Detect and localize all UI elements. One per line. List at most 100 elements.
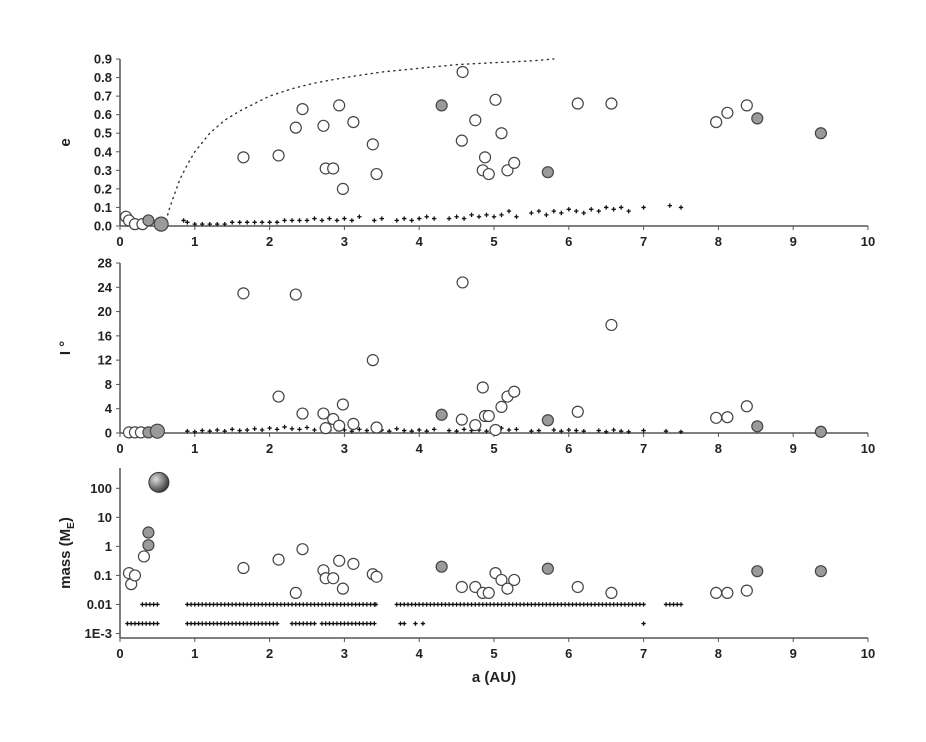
planetesimal-point bbox=[360, 621, 366, 626]
y-axis-label: e bbox=[57, 138, 74, 146]
x-tick-label: 1 bbox=[191, 646, 198, 661]
planetesimal-point bbox=[304, 218, 310, 223]
planetesimal-point bbox=[454, 214, 459, 219]
planetesimal-point bbox=[267, 621, 272, 626]
embryo-open-circle bbox=[469, 114, 482, 127]
planetesimal-point bbox=[559, 602, 564, 607]
planetesimal-point bbox=[289, 621, 295, 626]
planetesimal-point bbox=[626, 429, 631, 434]
planetesimal-point bbox=[259, 602, 265, 607]
planetesimal-point bbox=[196, 621, 201, 626]
planetesimal-point bbox=[402, 602, 407, 607]
embryo-open-circle bbox=[740, 99, 753, 112]
x-tick-label: 7 bbox=[640, 441, 647, 456]
planetesimal-point bbox=[248, 602, 254, 607]
y-axis-label: mass (ME) bbox=[57, 517, 77, 589]
embryo-open-circle bbox=[237, 561, 250, 575]
x-tick-label: 9 bbox=[790, 646, 797, 661]
planetesimal-point bbox=[450, 602, 456, 607]
planetesimal-point bbox=[226, 602, 231, 607]
y-tick-label: 100 bbox=[90, 481, 112, 496]
planetesimal-point bbox=[589, 602, 594, 607]
planetesimal-point bbox=[678, 429, 684, 434]
boundary-curve bbox=[164, 58, 555, 227]
planetesimal-point bbox=[203, 602, 209, 607]
planetesimal-point bbox=[136, 621, 141, 626]
embryo-open-circle bbox=[128, 569, 142, 582]
planetesimal-point bbox=[334, 602, 340, 607]
planetesimal-point bbox=[357, 602, 362, 607]
planetesimal-point bbox=[192, 221, 197, 227]
x-tick-label: 9 bbox=[790, 441, 797, 456]
embryo-filled-circle bbox=[153, 216, 169, 232]
embryo-open-circle bbox=[605, 318, 618, 332]
embryo-open-circle bbox=[501, 582, 514, 595]
planetesimal-point bbox=[289, 218, 295, 223]
planetesimal-point bbox=[244, 602, 250, 607]
planetesimal-point bbox=[263, 602, 269, 607]
planetesimal-point bbox=[151, 602, 156, 607]
x-tick-label: 8 bbox=[715, 441, 722, 456]
planetesimal-point bbox=[626, 602, 631, 607]
planetesimal-point bbox=[215, 427, 220, 433]
planetesimal-point bbox=[424, 214, 429, 219]
planetesimal-point bbox=[143, 621, 149, 626]
embryo-filled-circle bbox=[541, 166, 554, 179]
planetesimal-point bbox=[581, 428, 586, 434]
planetesimal-point bbox=[667, 203, 672, 208]
planetesimal-point bbox=[151, 621, 156, 626]
embryo-open-circle bbox=[333, 99, 346, 112]
planetesimal-point bbox=[252, 602, 257, 607]
planetesimal-point bbox=[248, 621, 254, 626]
planetesimal-point bbox=[514, 214, 519, 219]
embryo-open-circle bbox=[289, 288, 302, 301]
planetesimal-point bbox=[192, 602, 197, 607]
planetesimal-point bbox=[622, 602, 628, 607]
embryo-open-circle bbox=[482, 586, 495, 600]
planetesimal-point bbox=[301, 602, 306, 607]
planetesimal-point bbox=[293, 602, 298, 607]
planetesimal-point bbox=[349, 218, 355, 223]
planetesimal-point bbox=[495, 602, 500, 607]
planetesimal-point bbox=[222, 428, 227, 434]
embryo-open-circle bbox=[137, 550, 151, 563]
planetesimal-point bbox=[319, 602, 325, 607]
planetesimal-point bbox=[207, 428, 212, 434]
y-axis-label-subscript: E bbox=[66, 522, 77, 529]
planetesimal-point bbox=[402, 216, 407, 221]
embryo-open-circle bbox=[571, 97, 584, 110]
embryo-open-circle bbox=[721, 411, 734, 424]
planetesimal-point bbox=[345, 602, 351, 607]
y-tick-label: 0.7 bbox=[94, 89, 112, 104]
planetesimal-point bbox=[372, 621, 377, 626]
planetesimal-point bbox=[230, 621, 235, 626]
planetesimal-point bbox=[185, 621, 190, 626]
planetesimal-point bbox=[304, 602, 310, 607]
planetesimal-point bbox=[353, 602, 358, 607]
y-tick-label: 12 bbox=[98, 353, 112, 368]
embryo-open-circle bbox=[370, 167, 383, 181]
planetesimal-point bbox=[506, 427, 512, 433]
planetesimal-point bbox=[271, 621, 276, 626]
y-tick-label: 4 bbox=[105, 401, 113, 416]
embryo-open-circle bbox=[327, 162, 340, 175]
planetesimal-point bbox=[413, 621, 418, 626]
planetesimal-point bbox=[547, 602, 553, 607]
x-tick-label: 0 bbox=[116, 234, 123, 249]
planetesimal-point bbox=[678, 602, 684, 607]
planetesimal-point bbox=[529, 602, 534, 607]
x-tick-label: 7 bbox=[640, 646, 647, 661]
embryo-open-circle bbox=[319, 422, 332, 435]
planetesimal-point bbox=[574, 428, 579, 433]
planetesimal-point bbox=[402, 621, 407, 626]
planetesimal-point bbox=[274, 602, 280, 607]
y-tick-label: 0.6 bbox=[94, 107, 112, 122]
planetesimal-point bbox=[222, 621, 227, 626]
y-tick-label: 0.0 bbox=[94, 219, 112, 234]
planetesimal-point bbox=[398, 602, 403, 607]
planetesimal-point bbox=[506, 208, 512, 214]
x-tick-label: 1 bbox=[191, 234, 198, 249]
embryo-open-circle bbox=[740, 584, 753, 597]
planetesimal-point bbox=[417, 602, 422, 607]
y-tick-label: 0 bbox=[105, 426, 112, 441]
